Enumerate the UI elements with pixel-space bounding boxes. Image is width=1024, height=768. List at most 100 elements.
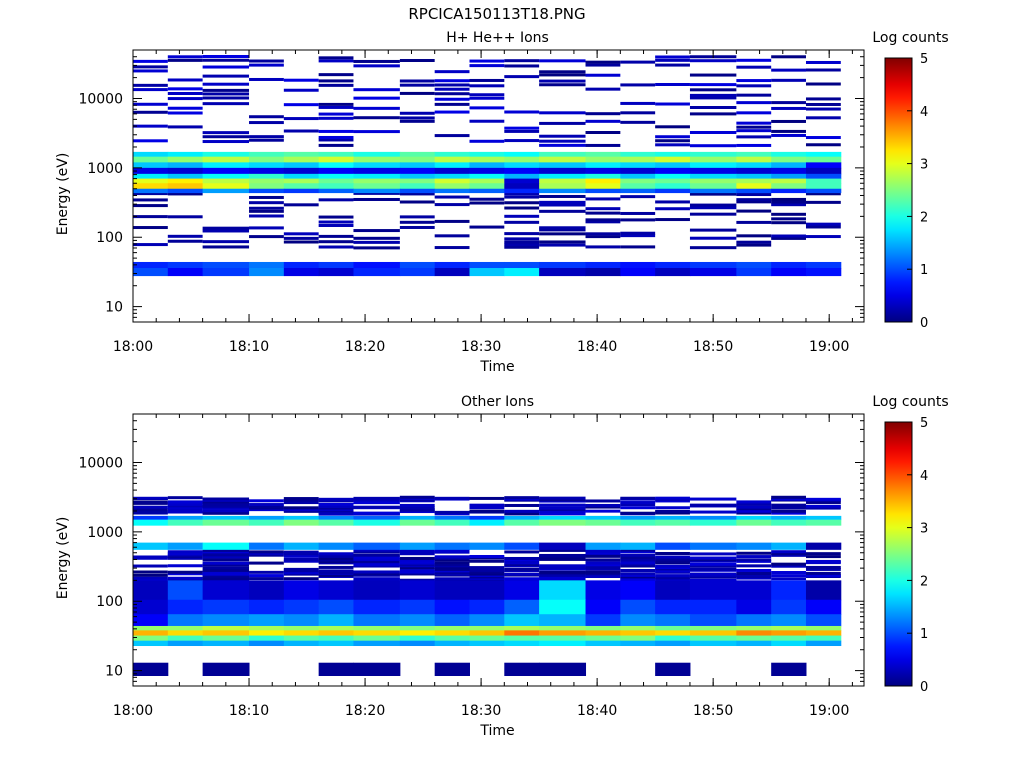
spectrogram-cell [202,500,250,504]
spectrogram-cell [805,497,841,501]
spectrogram-cell [620,640,656,647]
spectrogram-cell [736,243,772,247]
spectrogram-cell [469,93,505,97]
panel-title: H+ He++ Ions [446,30,549,46]
spectrogram-cell [353,630,401,637]
spectrogram-cell [434,268,470,277]
spectrogram-cell [202,82,250,86]
spectrogram-cell [283,501,319,505]
spectrogram-cell [399,116,435,120]
spectrogram-cell [771,183,807,190]
spectrogram-cell [585,509,621,513]
colorbar-tick-label: 3 [920,522,928,537]
spectrogram-cell [167,58,203,62]
spectrogram-cell [736,571,772,575]
spectrogram-cell [249,115,284,119]
spectrogram-cell [539,662,587,677]
spectrogram-cell [504,630,540,637]
plot-frame [132,413,865,687]
spectrogram-cell [504,567,540,571]
spectrogram-cell [353,64,400,68]
spectrogram-cell [805,635,842,642]
x-tick-label: 18:50 [693,703,733,719]
spectrogram-cell [771,236,806,240]
spectrogram-cell [133,576,168,580]
spectrogram-cell [353,580,401,601]
spectrogram-cell [689,635,737,642]
spectrogram-cell [655,82,690,86]
spectrogram-cell [504,599,540,615]
spectrogram-cell [620,575,656,579]
spectrogram-cell [353,191,400,195]
spectrogram-cell [689,203,737,207]
spectrogram-cell [805,82,841,86]
spectrogram-cell [167,635,204,642]
spectrogram-cell [434,162,470,169]
spectrogram-cell [399,111,435,115]
spectrogram-cell [399,508,435,512]
spectrogram-cell [318,630,354,637]
spectrogram-cell [469,162,505,169]
spectrogram-cell [539,580,587,601]
spectrogram-cell [771,542,807,550]
spectrogram-cell [353,599,401,615]
spectrogram-cell [620,568,656,572]
spectrogram-cell [585,572,621,576]
spectrogram-cell [318,234,354,238]
spectrogram-cell [318,167,354,175]
spectrogram-cell [620,577,656,581]
spectrogram-cell [689,572,737,576]
spectrogram-cell [353,96,400,100]
x-axis: 18:00 18:10 18:20 18:30 18:40 18:50 19:00 [113,414,853,719]
spectrogram-cell [249,508,284,512]
spectrogram-cell [283,78,319,82]
spectrogram-cell [133,83,168,87]
spectrogram-cell [620,614,656,627]
spectrogram-cell [620,564,656,568]
spectrogram-cell [539,240,586,244]
spectrogram-cell [318,79,354,83]
spectrogram-cell [736,209,772,213]
spectrogram-cell [655,576,690,580]
spectrogram-cell [133,88,168,92]
spectrogram-cell [202,268,250,277]
spectrogram-cell [399,640,436,647]
colorbar-tick-label: 0 [920,680,928,695]
spectrogram-cell [771,551,806,555]
spectrogram-cell [504,662,540,677]
spectrogram-cell [539,173,587,180]
spectrogram-cell [249,635,285,642]
spectrogram-cell [167,576,203,580]
spectrogram-cell [283,614,320,627]
spectrogram-cell [655,178,691,184]
spectrogram-cell [585,197,621,201]
spectrogram-cell [620,178,656,184]
spectrogram-cell [283,88,319,92]
spectrogram-cell [620,561,656,565]
spectrogram-cell [353,197,400,201]
spectrogram-cell [504,178,540,184]
spectrogram-cell [620,101,656,105]
y-axis: 10 100 1000 10000 [78,413,864,687]
spectrogram-cell [318,138,354,142]
spectrogram-cell [805,222,841,226]
spectrogram-cell [133,226,168,230]
spectrogram-cell [133,188,169,194]
spectrogram-cell [689,167,737,175]
spectrogram-cell [353,519,401,526]
spectrogram-cell [167,178,204,184]
spectrogram-cell [249,183,285,190]
spectrogram-cell [353,496,400,500]
spectrogram-cell [133,139,168,143]
spectrogram-cell [283,173,320,180]
spectrogram-cell [133,555,168,559]
spectrogram-cell [399,151,436,158]
spectrogram-cell [655,640,691,647]
spectrogram-cell [133,662,169,677]
y-tick-label: 100 [96,594,123,610]
spectrogram-cell [585,119,621,123]
spectrogram-cell [353,577,400,581]
spectrogram-cell [620,511,656,515]
spectrogram-cell [399,83,435,87]
spectrogram-cell [133,505,168,509]
